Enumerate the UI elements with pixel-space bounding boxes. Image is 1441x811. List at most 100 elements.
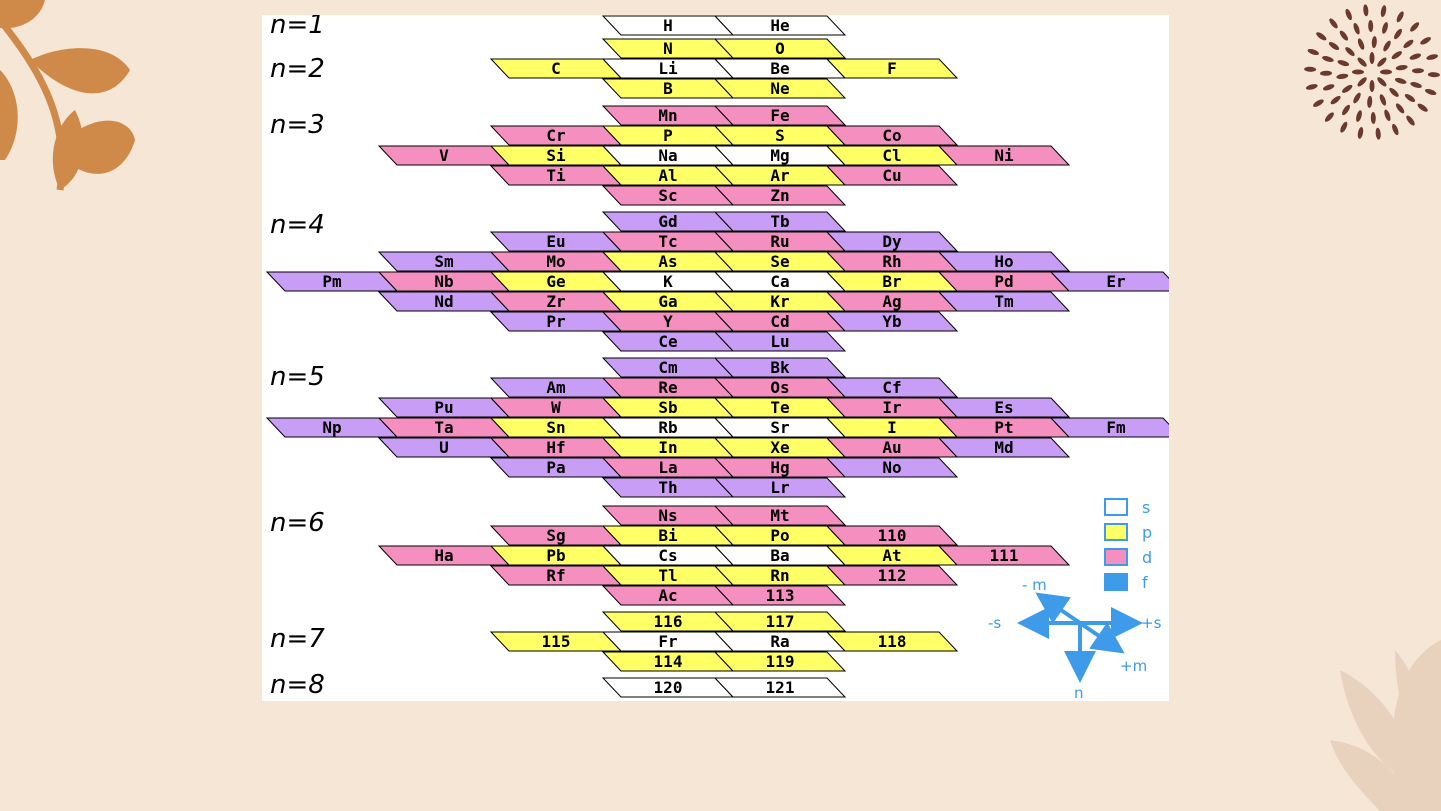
element-symbol: Co bbox=[882, 126, 901, 145]
legend-item-f: f bbox=[1104, 573, 1148, 592]
element-cell-s: S bbox=[713, 125, 847, 146]
dot-icon bbox=[1363, 4, 1369, 17]
dot-icon bbox=[1328, 42, 1340, 50]
legend-swatch bbox=[1104, 548, 1128, 566]
dot-icon bbox=[1371, 36, 1377, 49]
element-symbol: Au bbox=[882, 438, 901, 457]
element-cell-cd: Cd bbox=[713, 311, 847, 332]
element-cell-sg: Sg bbox=[489, 525, 623, 546]
dot-icon bbox=[1353, 22, 1360, 35]
element-symbol: Al bbox=[658, 166, 677, 185]
legend-label: f bbox=[1142, 573, 1148, 592]
element-symbol: Rb bbox=[658, 418, 677, 437]
element-cell-ha: Ha bbox=[377, 545, 511, 566]
cell-shape bbox=[1049, 271, 1169, 292]
element-cell-at: At bbox=[825, 545, 959, 566]
element-symbol: Zr bbox=[546, 292, 565, 311]
dot-icon bbox=[1330, 95, 1341, 105]
dot-icon bbox=[1410, 22, 1420, 32]
element-symbol: Mg bbox=[770, 146, 789, 165]
dot-icon bbox=[1357, 57, 1367, 67]
dot-icon bbox=[1337, 60, 1350, 67]
element-cell-111: 111 bbox=[937, 545, 1071, 566]
cell-shape bbox=[713, 78, 847, 99]
axis-label-n: n bbox=[1074, 684, 1084, 701]
dot-icon bbox=[1395, 64, 1408, 71]
element-symbol: Am bbox=[546, 378, 566, 397]
orange-leaf-branch-icon bbox=[0, 0, 135, 191]
element-cell-ne: Ne bbox=[713, 78, 847, 99]
element-symbol: Mo bbox=[546, 252, 565, 271]
element-cell-ga: Ga bbox=[601, 291, 735, 312]
element-symbol: Sm bbox=[434, 252, 454, 271]
element-cell-eu: Eu bbox=[489, 231, 623, 252]
element-cell-zr: Zr bbox=[489, 291, 623, 312]
element-symbol: Li bbox=[658, 59, 678, 78]
cell-shape bbox=[937, 397, 1071, 418]
cell-shape bbox=[713, 211, 847, 232]
dot-icon bbox=[1392, 123, 1399, 136]
element-symbol: Fr bbox=[658, 632, 677, 651]
dot-icon bbox=[1357, 38, 1365, 50]
element-symbol: Cf bbox=[882, 378, 901, 397]
dot-icon bbox=[1329, 18, 1338, 29]
dot-icon bbox=[1403, 39, 1414, 49]
dot-icon bbox=[1417, 103, 1428, 112]
cell-shape bbox=[713, 331, 847, 352]
element-cell-hf: Hf bbox=[489, 437, 623, 458]
element-symbol: Br bbox=[882, 272, 901, 291]
element-cell-120: 120 bbox=[601, 677, 735, 698]
element-cell-am: Am bbox=[489, 377, 623, 398]
element-symbol: Ru bbox=[770, 232, 789, 251]
element-symbol: Ti bbox=[546, 166, 566, 185]
element-symbol: Er bbox=[1106, 272, 1125, 291]
element-symbol: 116 bbox=[654, 612, 683, 631]
element-cell-er: Er bbox=[1049, 271, 1169, 292]
element-symbol: Kr bbox=[770, 292, 789, 311]
element-symbol: Pr bbox=[546, 312, 565, 331]
element-cell-rb: Rb bbox=[601, 417, 735, 438]
element-symbol: Eu bbox=[546, 232, 565, 251]
element-cell-zn: Zn bbox=[713, 185, 847, 206]
element-symbol: Ha bbox=[434, 546, 453, 565]
element-symbol: Pa bbox=[546, 458, 565, 477]
cell-shape bbox=[825, 377, 959, 398]
element-symbol: 117 bbox=[766, 612, 795, 631]
element-symbol: Ni bbox=[994, 146, 1014, 165]
axis-label-minus-s: -s bbox=[988, 614, 1001, 632]
element-symbol: Bi bbox=[658, 526, 678, 545]
cell-shape bbox=[713, 357, 847, 378]
element-symbol: Ca bbox=[770, 272, 789, 291]
element-cell-ta: Ta bbox=[377, 417, 511, 438]
element-symbol: Gd bbox=[658, 212, 677, 231]
element-symbol: B bbox=[663, 79, 673, 98]
axis-label-minus-m: - m bbox=[1022, 576, 1047, 594]
element-cell-fm: Fm bbox=[1049, 417, 1169, 438]
element-cell-es: Es bbox=[937, 397, 1071, 418]
element-cell-la: La bbox=[601, 457, 735, 478]
element-cell-no: No bbox=[825, 457, 959, 478]
element-symbol: Fe bbox=[770, 106, 789, 125]
element-symbol: Y bbox=[663, 312, 673, 331]
dot-icon bbox=[1345, 8, 1352, 21]
cell-shape bbox=[937, 251, 1071, 272]
dot-icon bbox=[1357, 77, 1367, 87]
element-symbol: 112 bbox=[878, 566, 907, 585]
element-cell-in: In bbox=[601, 437, 735, 458]
element-symbol: 118 bbox=[878, 632, 907, 651]
dot-icon bbox=[1369, 80, 1375, 92]
element-symbol: 121 bbox=[766, 678, 795, 697]
element-symbol: Sn bbox=[546, 418, 565, 437]
dot-icon bbox=[1336, 73, 1349, 80]
element-symbol: Si bbox=[546, 146, 566, 165]
element-symbol: Ne bbox=[770, 79, 789, 98]
element-cell-pr: Pr bbox=[489, 311, 623, 332]
element-cell-pd: Pd bbox=[937, 271, 1071, 292]
element-cell-cs: Cs bbox=[601, 545, 735, 566]
element-symbol: As bbox=[658, 252, 677, 271]
element-symbol: Be bbox=[770, 59, 789, 78]
element-symbol: P bbox=[663, 126, 673, 145]
dot-icon bbox=[1322, 56, 1334, 62]
element-symbol: W bbox=[551, 398, 561, 417]
